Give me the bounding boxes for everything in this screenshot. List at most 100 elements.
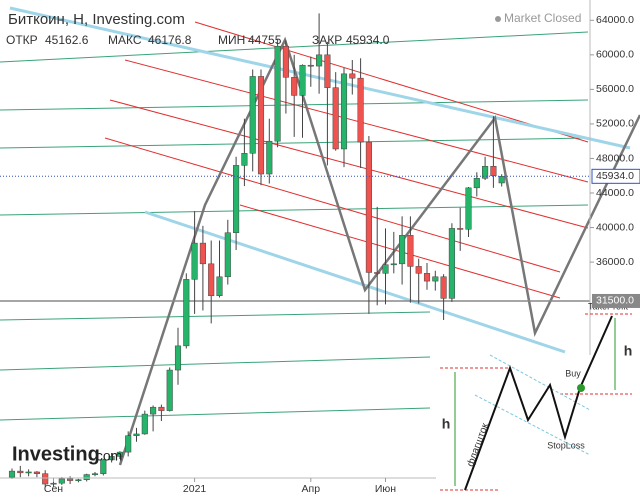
- candle-body: [365, 141, 372, 273]
- candle-body: [490, 165, 497, 176]
- y-tick-label: 64000.0: [596, 14, 634, 26]
- candle-body: [399, 235, 406, 265]
- inset: h h TakeProfit Buy StopLoss флагшток: [436, 301, 640, 497]
- candle-body: [374, 272, 381, 274]
- y-tick-label: 40000.0: [596, 221, 634, 233]
- candle-body: [274, 45, 281, 142]
- candle-body: [407, 235, 414, 267]
- candle-body: [423, 273, 431, 282]
- close-value: 45934.0: [346, 33, 390, 47]
- candle-body: [316, 54, 323, 67]
- y-tick-label: 48000.0: [596, 152, 634, 164]
- candle-body: [100, 459, 107, 474]
- candle-body: [249, 76, 256, 154]
- candle-body: [42, 473, 49, 485]
- candle-body: [67, 478, 74, 481]
- y-tick-label: 56000.0: [596, 83, 634, 95]
- candle-body: [233, 165, 240, 233]
- y-tick-label: 44000.0: [596, 187, 634, 199]
- candle-body: [166, 369, 173, 411]
- inset-buy: Buy: [565, 368, 581, 378]
- open-label: ОТКР: [6, 33, 38, 47]
- candle-body: [174, 345, 182, 371]
- inset-h-right: h: [624, 343, 633, 359]
- inset-stop-loss: StopLoss: [547, 440, 585, 450]
- candle-body: [8, 470, 16, 478]
- candle-body: [291, 77, 298, 96]
- candle-body: [108, 456, 115, 461]
- candle-body: [324, 54, 331, 88]
- status-dot: [495, 16, 501, 22]
- high-label: МАКС: [108, 33, 142, 47]
- logo: Investing .com: [12, 443, 122, 465]
- last-price-tag: [591, 168, 640, 184]
- candle-body: [415, 266, 422, 274]
- x-tick-label: Апр: [302, 483, 321, 495]
- candle-body: [116, 451, 123, 457]
- level-tag: [592, 293, 640, 308]
- inset-h-left: h: [442, 416, 451, 432]
- candle-body: [91, 473, 99, 475]
- x-tick-label: Сен: [44, 483, 63, 495]
- candle-body: [158, 406, 165, 411]
- candle-body: [141, 413, 148, 435]
- candle-body: [150, 406, 157, 415]
- candle-body: [299, 64, 306, 96]
- candle-body: [432, 276, 439, 282]
- candle-body: [282, 45, 289, 78]
- close-label: ЗАКР: [312, 33, 342, 47]
- candle-body: [191, 242, 198, 280]
- status: Market Closed: [504, 11, 581, 25]
- candle-body: [125, 435, 132, 453]
- y-tick-label: 60000.0: [596, 49, 634, 61]
- candle-body: [17, 470, 24, 474]
- low-label: МИН: [218, 33, 245, 47]
- x-tick-label: 2021: [183, 483, 207, 495]
- candle-body: [241, 153, 248, 166]
- last-price-label: 45934.0: [596, 170, 634, 182]
- candle-body: [183, 279, 190, 347]
- candle-body: [357, 77, 364, 143]
- candle-body: [448, 228, 455, 299]
- candle-body: [465, 187, 472, 230]
- candle-body: [208, 263, 215, 297]
- logo-suffix: .com: [92, 448, 122, 464]
- candle-body: [50, 482, 57, 485]
- x-tick-label: Июн: [375, 483, 396, 495]
- y-tick-label: 36000.0: [596, 256, 634, 268]
- candle-body: [457, 228, 464, 230]
- candle-body: [75, 479, 82, 481]
- candle-body: [266, 140, 273, 175]
- candle-body: [25, 471, 32, 474]
- candle-body: [332, 87, 339, 150]
- candle-body: [498, 176, 505, 184]
- candles: [0, 13, 590, 487]
- logo-name: Investing: [12, 443, 100, 465]
- drawings: [0, 6, 640, 466]
- candle-body: [224, 232, 231, 278]
- candle-body: [340, 73, 348, 150]
- high-value: 46176.8: [148, 33, 192, 47]
- chart-title: Биткоин, H, Investing.com: [8, 11, 185, 28]
- candle-body: [83, 474, 90, 480]
- candle-body: [349, 73, 356, 79]
- low-value: 44755: [248, 33, 282, 47]
- candle-body: [390, 263, 397, 266]
- candle-body: [482, 165, 489, 179]
- ohlc-header: ОТКР 45162.6 МАКС 46176.8 МИН 44755 ЗАКР…: [6, 33, 390, 47]
- candle-body: [307, 64, 314, 67]
- candle-body: [216, 276, 223, 297]
- candle-body: [133, 433, 140, 436]
- inset-bg: [436, 355, 640, 497]
- candle-body: [257, 76, 265, 175]
- candle-body: [199, 242, 206, 265]
- candle-body: [382, 264, 389, 274]
- candle-body: [440, 276, 447, 299]
- y-tick-label: 52000.0: [596, 118, 634, 130]
- candle-body: [473, 178, 480, 189]
- candle-body: [33, 471, 40, 474]
- level-label: 31500.0: [596, 295, 634, 307]
- open-value: 45162.6: [45, 33, 89, 47]
- candle-body: [58, 478, 65, 484]
